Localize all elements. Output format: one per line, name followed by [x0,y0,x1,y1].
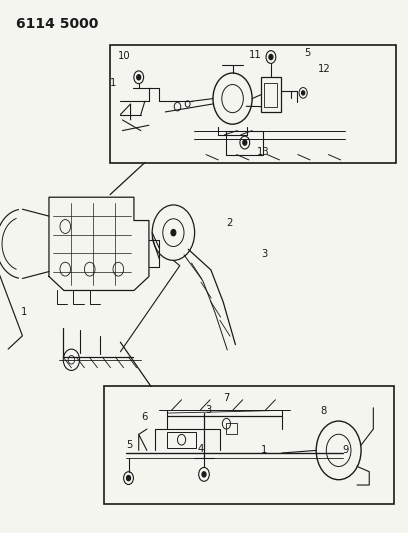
Circle shape [202,472,206,477]
Circle shape [171,229,176,236]
Text: 8: 8 [320,407,327,416]
Text: 3: 3 [261,249,267,259]
Bar [167,432,196,448]
Text: 1: 1 [110,78,117,87]
Text: 2: 2 [226,218,233,228]
Text: 6114 5000: 6114 5000 [16,17,99,31]
Circle shape [269,54,273,60]
Bar [226,423,237,434]
Text: 9: 9 [343,446,349,455]
Bar [261,77,281,112]
Text: 12: 12 [318,64,331,74]
Circle shape [243,140,247,146]
Bar [264,83,277,107]
Text: 4: 4 [198,444,204,454]
Text: 6: 6 [142,412,148,422]
Text: 1: 1 [20,307,27,317]
Text: 5: 5 [304,49,310,58]
Circle shape [126,475,131,481]
Text: 10: 10 [118,51,131,61]
Bar [110,45,396,163]
Circle shape [137,75,141,80]
Text: 3: 3 [205,406,211,415]
Bar [226,131,263,155]
Text: 1: 1 [261,446,267,455]
Bar [104,386,394,504]
Text: 11: 11 [248,50,262,60]
Text: 7: 7 [223,393,230,403]
Text: 13: 13 [257,147,269,157]
Circle shape [302,91,305,95]
Text: 5: 5 [126,440,133,450]
